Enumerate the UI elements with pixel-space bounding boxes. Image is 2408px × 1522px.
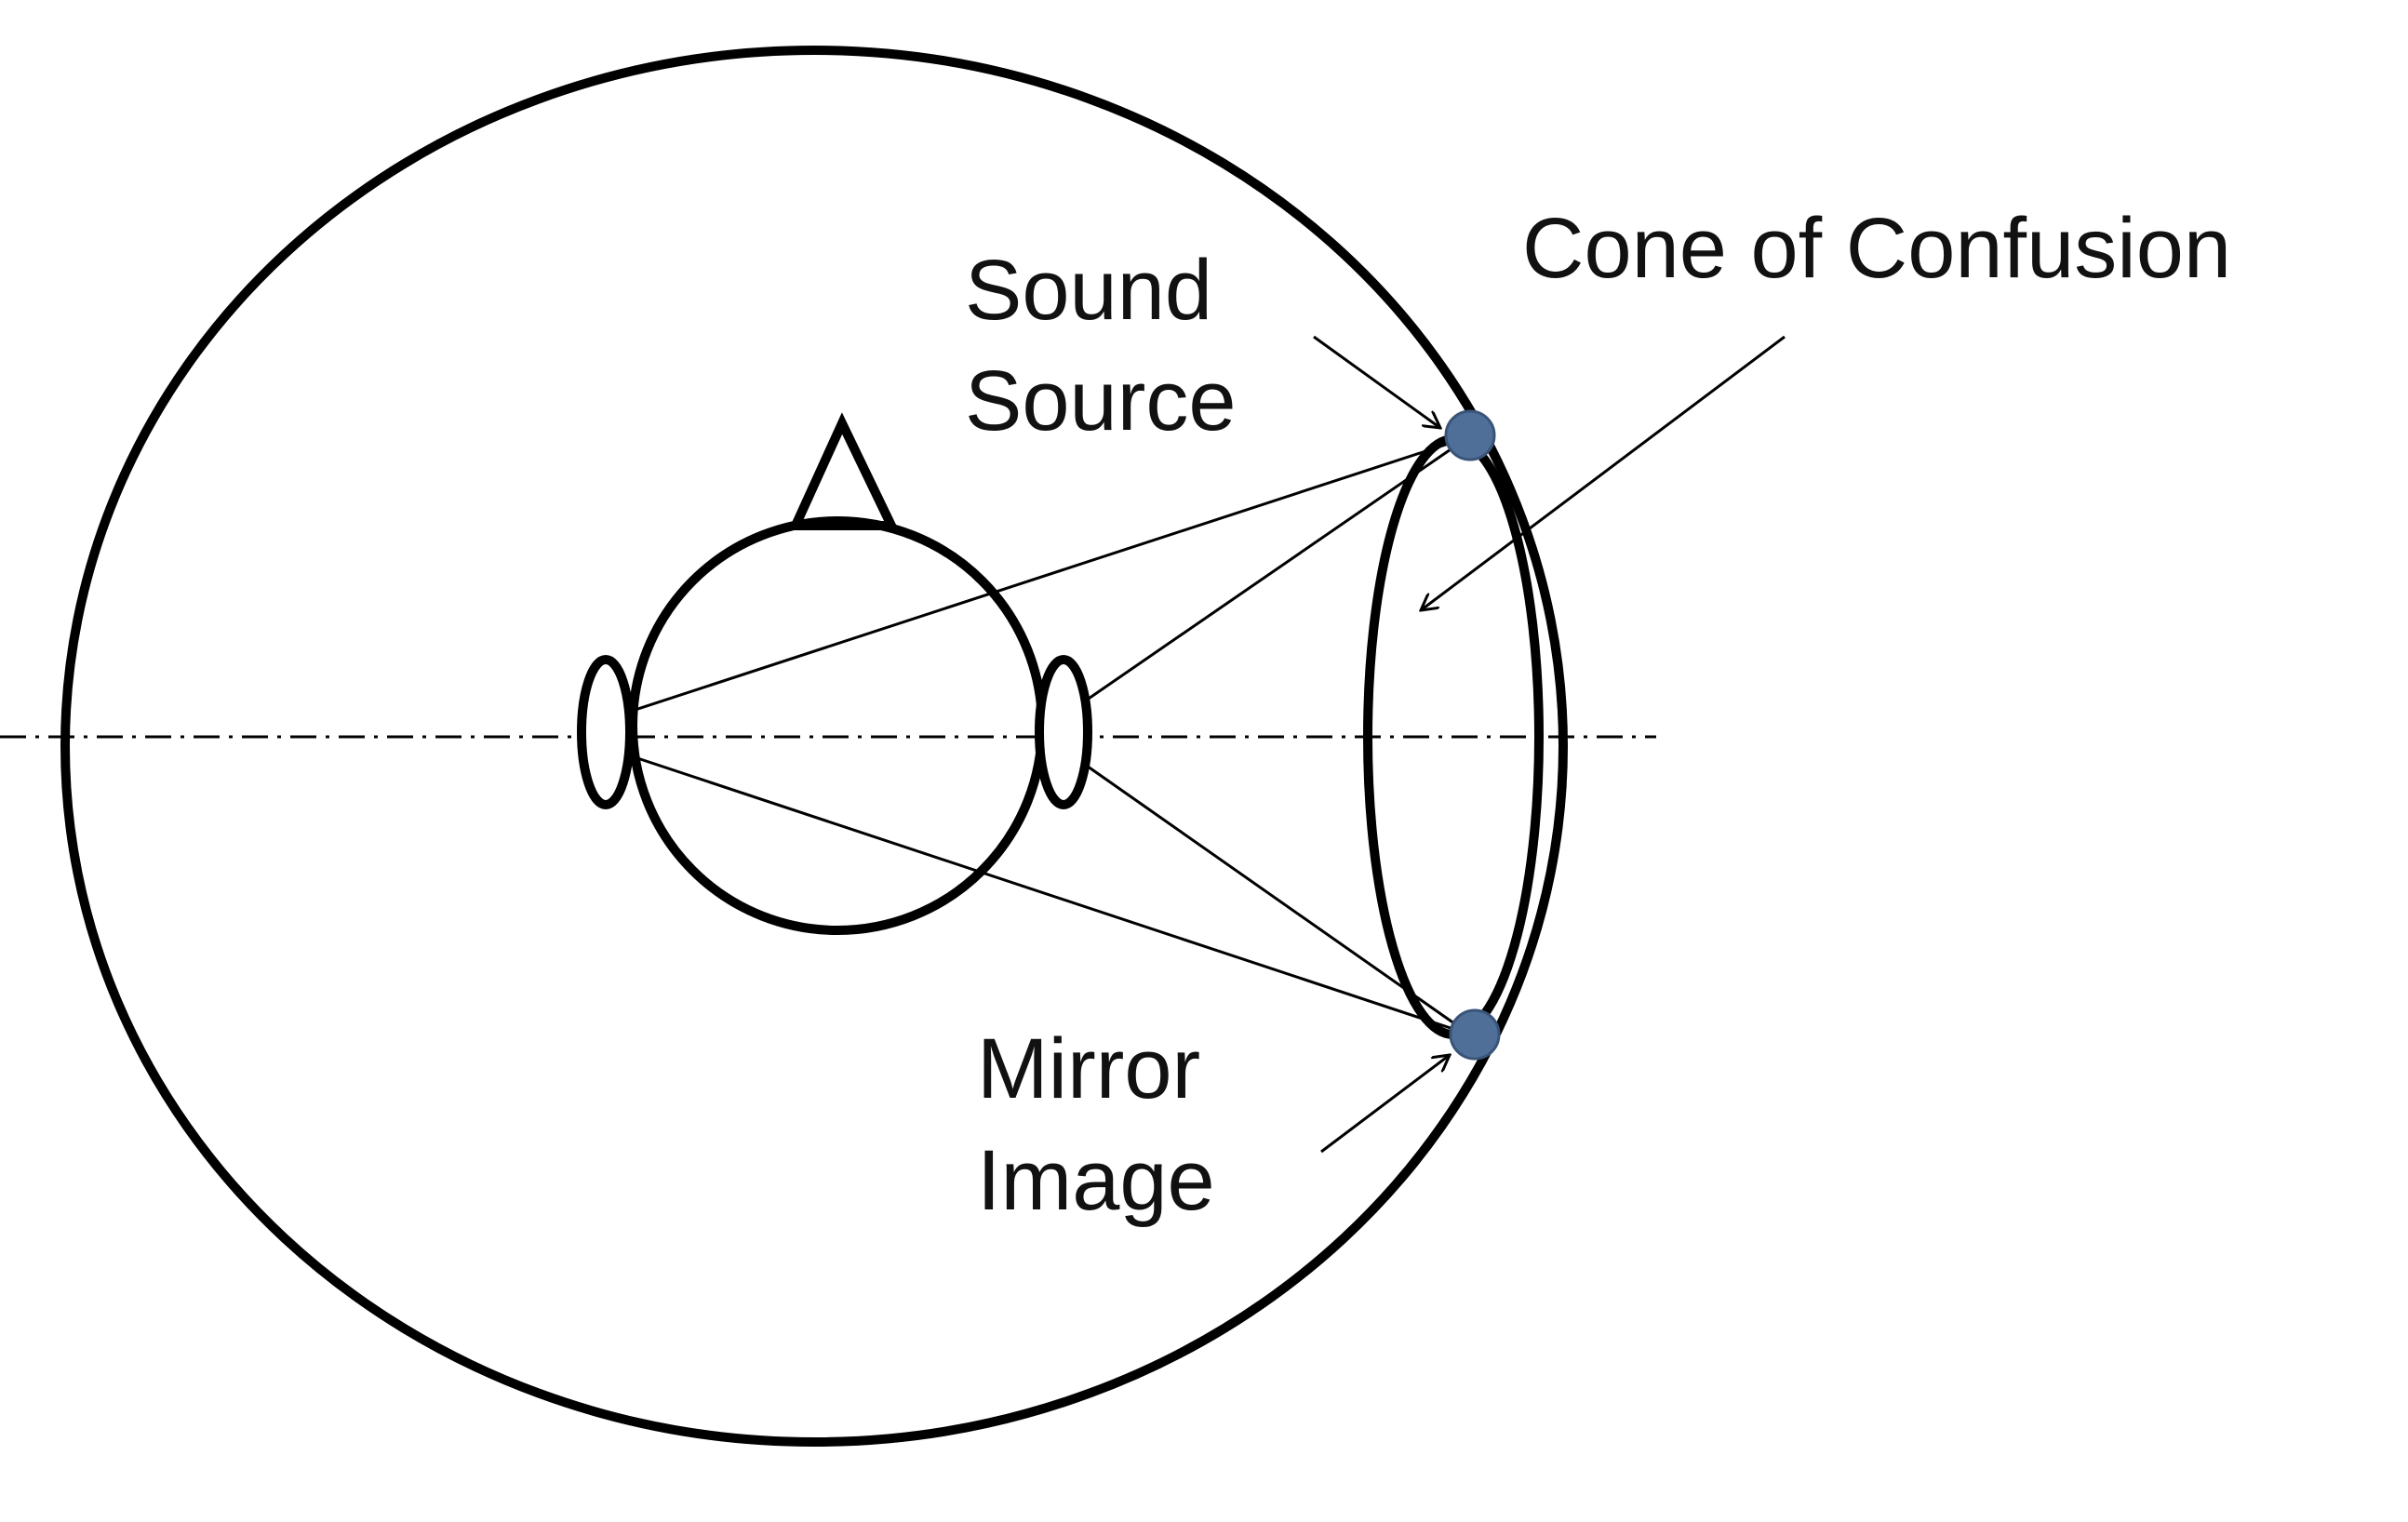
cone-of-confusion-label: Cone of Confusion xyxy=(1522,201,2231,296)
left-ear-to-mirror-line xyxy=(609,747,1471,1036)
sound-source-label-line2: Source xyxy=(965,354,1237,448)
right-ear-to-source-line xyxy=(1055,435,1469,723)
outer-sphere xyxy=(60,46,1568,1447)
sound-source-arrow xyxy=(1313,335,1440,428)
sound-source-label-line1: Sound xyxy=(965,243,1212,338)
mirror-image-label-line2: Image xyxy=(977,1133,1215,1228)
left-ear-to-source-line xyxy=(609,435,1469,720)
right-ear xyxy=(1035,655,1092,809)
mirror-image-arrow xyxy=(1320,1055,1450,1154)
right-ear-to-mirror-line xyxy=(1055,742,1471,1036)
mirror-image-point xyxy=(1449,1008,1501,1061)
nose xyxy=(788,412,899,530)
cone-of-confusion-arrow xyxy=(1421,335,1786,610)
left-ear xyxy=(577,655,635,809)
mirror-image-label-line1: Mirror xyxy=(977,1021,1200,1116)
head xyxy=(628,516,1047,935)
sound-source-point xyxy=(1444,409,1496,461)
